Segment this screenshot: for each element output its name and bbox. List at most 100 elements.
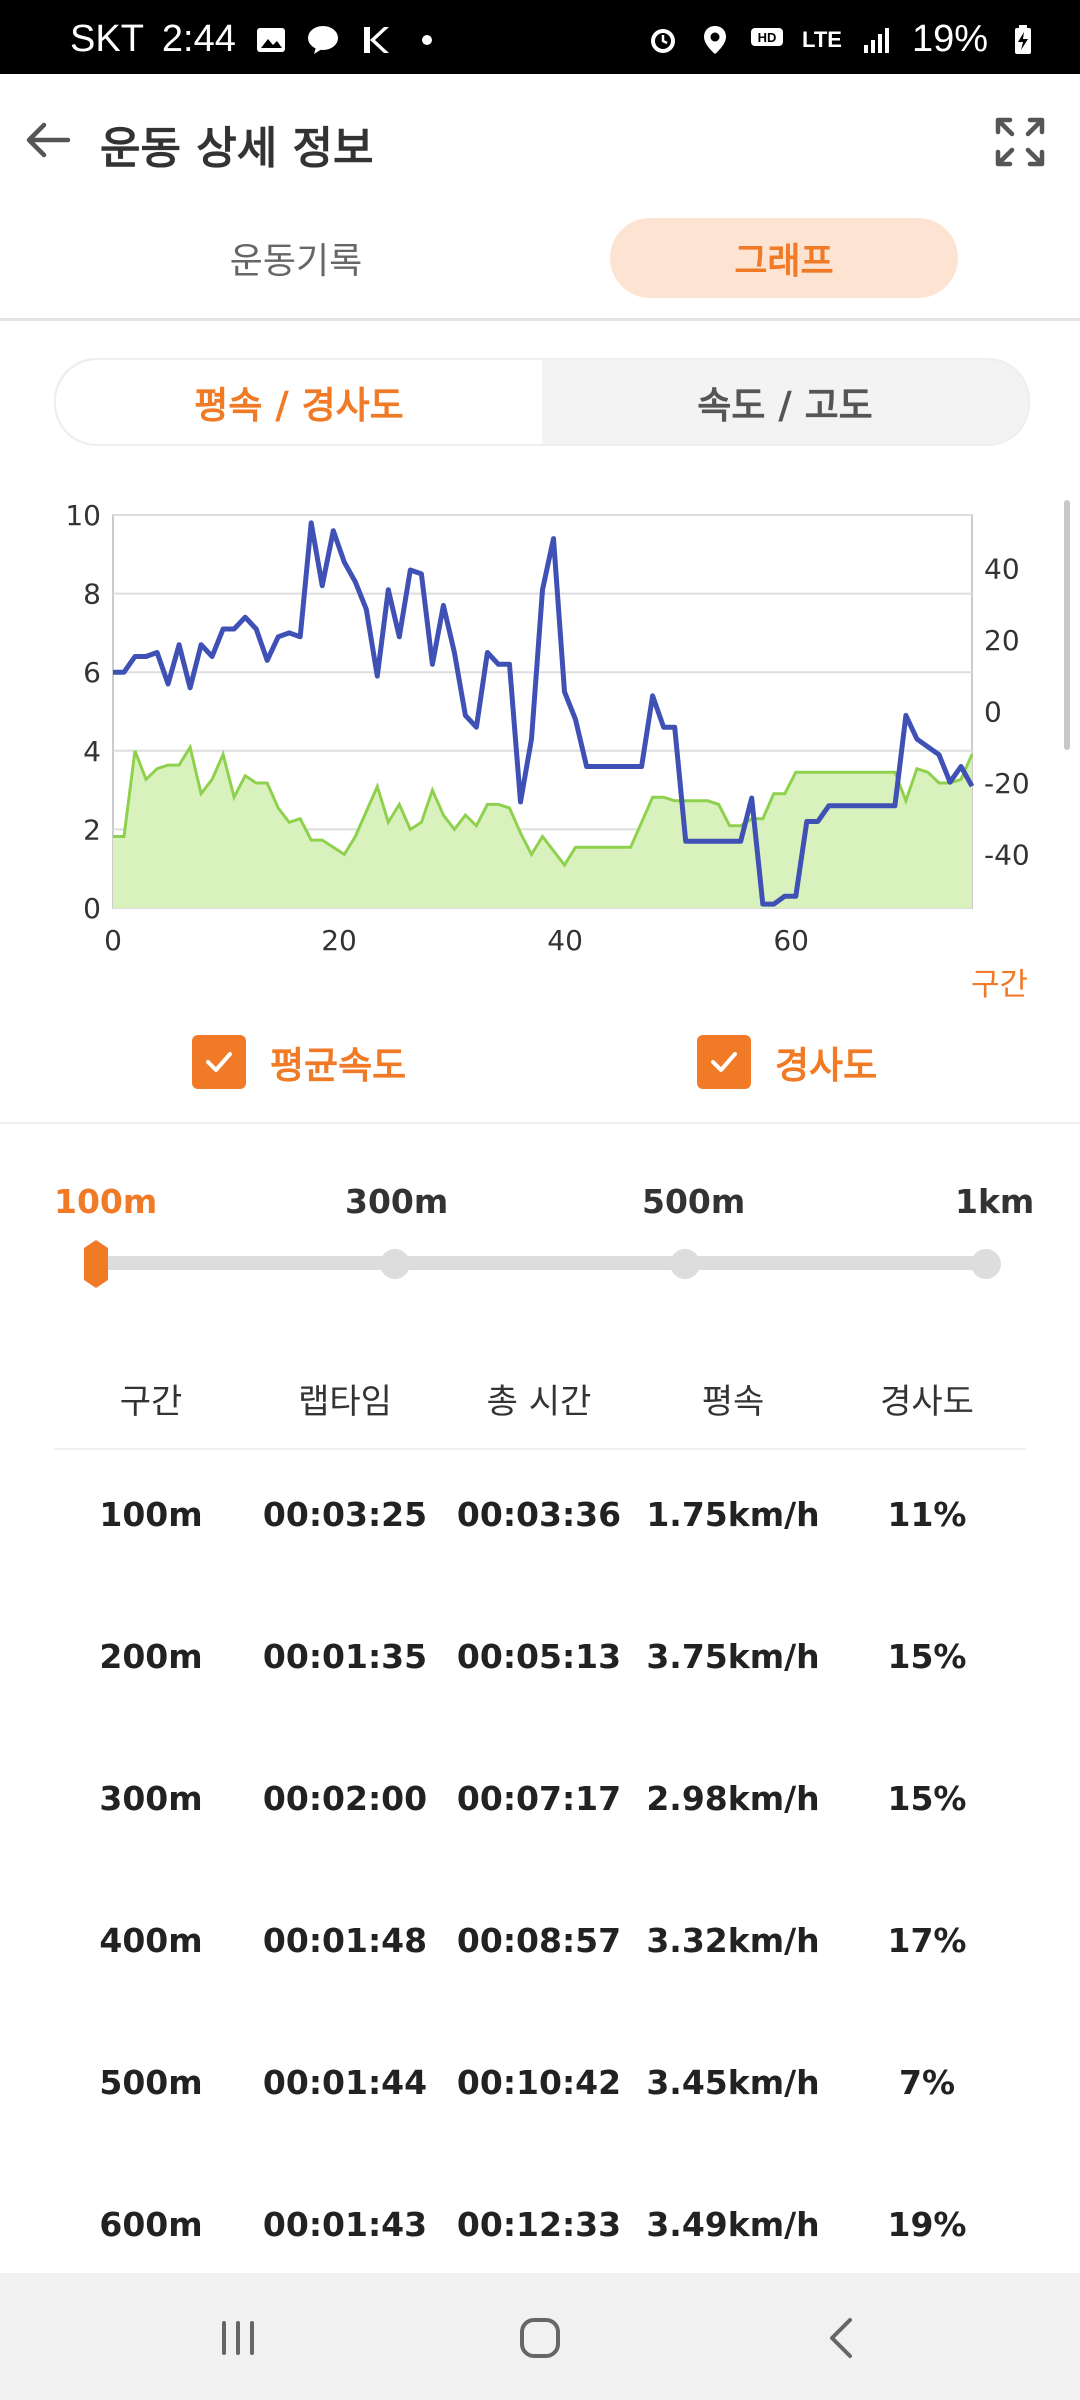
cell-section: 500m xyxy=(99,2063,203,2102)
cell-slope: 19% xyxy=(887,2205,967,2244)
carrier-label: SKT xyxy=(70,18,144,60)
lap-table-header: 구간 랩타임 총 시간 평속 경사도 xyxy=(54,1370,1026,1450)
y-left-tick-label: 4 xyxy=(83,735,101,768)
distance-option-300m[interactable]: 300m xyxy=(345,1182,449,1221)
avg-speed-line xyxy=(113,520,975,907)
cell-slope: 15% xyxy=(887,1637,967,1676)
status-right: HD LTE 19% xyxy=(646,18,1040,61)
cell-lap-time: 00:01:43 xyxy=(262,2205,428,2244)
segment-speed-slope[interactable]: 평속 / 경사도 xyxy=(56,360,542,444)
distance-option-500m[interactable]: 500m xyxy=(642,1182,746,1221)
slider-thumb[interactable] xyxy=(79,1238,113,1290)
distance-option-100m[interactable]: 100m xyxy=(54,1182,158,1221)
legend-slope[interactable]: 경사도 xyxy=(697,1035,877,1089)
checkbox-avg-speed[interactable] xyxy=(192,1035,246,1089)
home-icon[interactable] xyxy=(510,2308,570,2368)
top-tabs: 운동기록 그래프 xyxy=(0,200,1080,321)
nav-back-icon[interactable] xyxy=(812,2308,872,2368)
svg-text:HD: HD xyxy=(758,30,777,45)
header-avg-speed: 평속 xyxy=(701,1382,765,1422)
cell-slope: 7% xyxy=(898,2063,956,2102)
battery-label: 19% xyxy=(911,18,988,60)
image-icon xyxy=(256,27,285,52)
y-right-tick-label: -20 xyxy=(984,767,1030,800)
y-left-tick-label: 10 xyxy=(65,499,101,532)
table-row: 300m 00:02:00 00:07:17 2.98km/h 15% xyxy=(54,1739,1026,1881)
checkbox-slope[interactable] xyxy=(697,1035,751,1089)
k-icon xyxy=(363,26,389,53)
cell-avg-speed: 1.75km/h xyxy=(646,1495,820,1534)
check-icon xyxy=(711,1052,737,1072)
y-right-tick-label: 20 xyxy=(984,624,1020,657)
legend-label-slope: 경사도 xyxy=(775,1044,878,1087)
tab-graph[interactable]: 그래프 xyxy=(610,218,958,298)
y-right-tick-label: 40 xyxy=(984,553,1020,586)
cell-section: 400m xyxy=(99,1921,203,1960)
tab-record[interactable]: 운동기록 xyxy=(229,241,363,282)
x-tick-label: 60 xyxy=(773,924,809,957)
cell-avg-speed: 3.32km/h xyxy=(646,1921,820,1960)
y-right-tick-label: -40 xyxy=(984,838,1030,871)
location-icon xyxy=(704,25,727,54)
cell-lap-time: 00:02:00 xyxy=(262,1779,428,1818)
slider-stop-500m[interactable] xyxy=(670,1249,700,1279)
x-tick-label: 20 xyxy=(321,924,357,957)
graph-type-segment: 평속 / 경사도 속도 / 고도 xyxy=(54,358,1030,446)
distance-option-1km[interactable]: 1km xyxy=(955,1182,1035,1221)
table-row: 600m 00:01:43 00:12:33 3.49km/h 19% xyxy=(54,2165,1026,2307)
status-bar: SKT 2:44 HD LTE 19% xyxy=(0,0,1080,74)
distance-slider-track[interactable] xyxy=(95,1256,990,1270)
cell-slope: 17% xyxy=(887,1921,967,1960)
battery-charging-icon xyxy=(1015,24,1031,54)
legend-avg-speed[interactable]: 평균속도 xyxy=(192,1035,406,1089)
x-axis-label: 구간 xyxy=(971,967,1028,1003)
system-nav-bar xyxy=(0,2273,1080,2400)
status-left: SKT 2:44 xyxy=(70,18,444,61)
y-left-tick-label: 0 xyxy=(83,892,101,925)
cell-total-time: 00:08:57 xyxy=(456,1921,622,1960)
network-label: LTE xyxy=(802,26,842,52)
y-right-tick-label: 0 xyxy=(984,696,1002,729)
cell-lap-time: 00:01:35 xyxy=(262,1637,428,1676)
talk-icon xyxy=(307,25,338,54)
divider xyxy=(0,1122,1080,1124)
cell-avg-speed: 2.98km/h xyxy=(646,1779,820,1818)
cell-lap-time: 00:01:44 xyxy=(262,2063,428,2102)
header-lap-time: 랩타임 xyxy=(298,1382,392,1422)
cell-total-time: 00:03:36 xyxy=(456,1495,622,1534)
scrollbar[interactable] xyxy=(1064,500,1070,750)
check-icon xyxy=(206,1052,232,1072)
cell-slope: 15% xyxy=(887,1779,967,1818)
y-left-tick-label: 6 xyxy=(83,656,101,689)
recent-apps-icon[interactable] xyxy=(208,2308,268,2368)
app-bar: 운동 상세 정보 xyxy=(0,74,1080,204)
cell-total-time: 00:05:13 xyxy=(456,1637,622,1676)
legend-label-avg-speed: 평균속도 xyxy=(270,1044,407,1087)
table-row: 100m 00:03:25 00:03:36 1.75km/h 11% xyxy=(54,1455,1026,1597)
cell-section: 100m xyxy=(99,1495,203,1534)
dot-icon xyxy=(421,34,432,45)
header-slope: 경사도 xyxy=(880,1382,974,1422)
slider-stop-300m[interactable] xyxy=(380,1249,410,1279)
alarm-icon xyxy=(651,28,676,53)
table-row: 400m 00:01:48 00:08:57 3.32km/h 17% xyxy=(54,1881,1026,2023)
table-row: 200m 00:01:35 00:05:13 3.75km/h 15% xyxy=(54,1597,1026,1739)
cell-lap-time: 00:03:25 xyxy=(262,1495,428,1534)
back-arrow-icon[interactable] xyxy=(18,110,78,170)
cell-total-time: 00:07:17 xyxy=(456,1779,622,1818)
cell-avg-speed: 3.45km/h xyxy=(646,2063,820,2102)
slope-line xyxy=(113,743,974,868)
speed-slope-chart: 0 2 4 6 8 10 40 20 0 -20 -40 0 20 40 60 구간 xyxy=(65,499,1030,1003)
cell-slope: 11% xyxy=(887,1495,967,1534)
fullscreen-icon[interactable] xyxy=(990,112,1050,172)
header-total-time: 총 시간 xyxy=(486,1382,592,1422)
cell-section: 300m xyxy=(99,1779,203,1818)
y-left-tick-label: 8 xyxy=(83,578,101,611)
x-tick-label: 40 xyxy=(547,924,583,957)
y-left-tick-label: 2 xyxy=(83,813,101,846)
cell-avg-speed: 3.75km/h xyxy=(646,1637,820,1676)
slider-stop-1km[interactable] xyxy=(971,1249,1001,1279)
table-row: 500m 00:01:44 00:10:42 3.45km/h 7% xyxy=(54,2023,1026,2165)
cell-section: 600m xyxy=(99,2205,203,2244)
segment-speed-altitude[interactable]: 속도 / 고도 xyxy=(697,384,873,427)
